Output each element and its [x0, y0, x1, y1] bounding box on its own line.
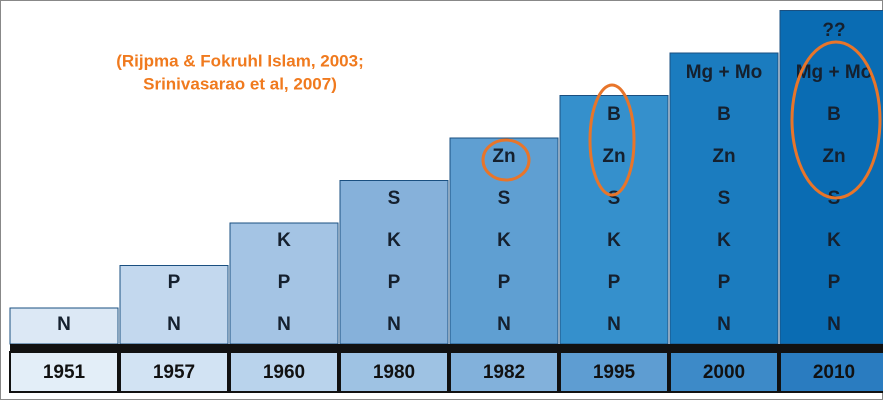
nutrient-label: S	[388, 188, 401, 209]
nutrient-label: P	[718, 272, 731, 293]
nutrient-label: ??	[822, 20, 845, 41]
nutrient-label: N	[387, 314, 401, 335]
nutrient-label: K	[277, 230, 291, 251]
year-label: 1982	[483, 362, 525, 383]
year-label: 1960	[263, 362, 305, 383]
nutrient-label: Zn	[712, 146, 735, 167]
nutrient-label: Zn	[602, 146, 625, 167]
year-label: 2010	[813, 362, 855, 383]
nutrient-label: B	[827, 104, 841, 125]
highlight-ring	[588, 83, 636, 197]
divider	[10, 344, 883, 351]
step	[9, 307, 119, 345]
nutrient-label: P	[388, 272, 401, 293]
year-label: 1980	[373, 362, 415, 383]
nutrient-label: Mg + Mo	[796, 62, 873, 83]
nutrient-label: Mg + Mo	[686, 62, 763, 83]
nutrient-label: P	[828, 272, 841, 293]
step	[559, 95, 669, 345]
year-cell	[229, 351, 339, 393]
step	[669, 52, 779, 345]
nutrient-label: N	[277, 314, 291, 335]
year-cell	[669, 351, 779, 393]
nutrient-label: K	[607, 230, 621, 251]
nutrient-label: Zn	[492, 146, 515, 167]
year-cell	[449, 351, 559, 393]
nutrient-label: P	[278, 272, 291, 293]
year-cell	[9, 351, 119, 393]
step	[229, 222, 339, 345]
nutrient-label: S	[498, 188, 511, 209]
nutrient-label: B	[607, 104, 621, 125]
year-label: 1995	[593, 362, 636, 383]
nutrient-label: P	[608, 272, 621, 293]
citation: Srinivasarao et al, 2007)	[143, 74, 337, 93]
year-label: 1957	[153, 362, 195, 383]
year-cell	[559, 351, 669, 393]
nutrient-label: P	[168, 272, 181, 293]
nutrient-label: P	[498, 272, 511, 293]
nutrient-label: K	[497, 230, 511, 251]
step	[339, 180, 449, 345]
nutrient-label: B	[717, 104, 731, 125]
nutrient-label: K	[387, 230, 401, 251]
highlight-ring	[481, 138, 531, 182]
highlight-ring	[790, 40, 882, 200]
year-label: 1951	[43, 362, 86, 383]
year-cell	[119, 351, 229, 393]
nutrient-label: S	[718, 188, 731, 209]
nutrient-label: N	[607, 314, 621, 335]
year-label: 2000	[703, 362, 745, 383]
nutrient-label: N	[57, 314, 71, 335]
nutrient-label: N	[497, 314, 511, 335]
highlights	[481, 40, 882, 200]
citation: (Rijpma & Fokruhl Islam, 2003;	[116, 51, 364, 70]
nutrient-label: N	[827, 314, 841, 335]
nutrient-label: N	[167, 314, 181, 335]
nutrient-label: Zn	[822, 146, 845, 167]
step	[449, 137, 559, 345]
nutrient-label: N	[717, 314, 731, 335]
step	[119, 265, 229, 345]
nutrient-label: K	[717, 230, 731, 251]
year-cell	[779, 351, 883, 393]
year-cell	[339, 351, 449, 393]
columns: N1951NP1957NPK1960NPKS1980NPKSZn1982NPKS…	[9, 10, 883, 393]
nutrient-label: K	[827, 230, 841, 251]
